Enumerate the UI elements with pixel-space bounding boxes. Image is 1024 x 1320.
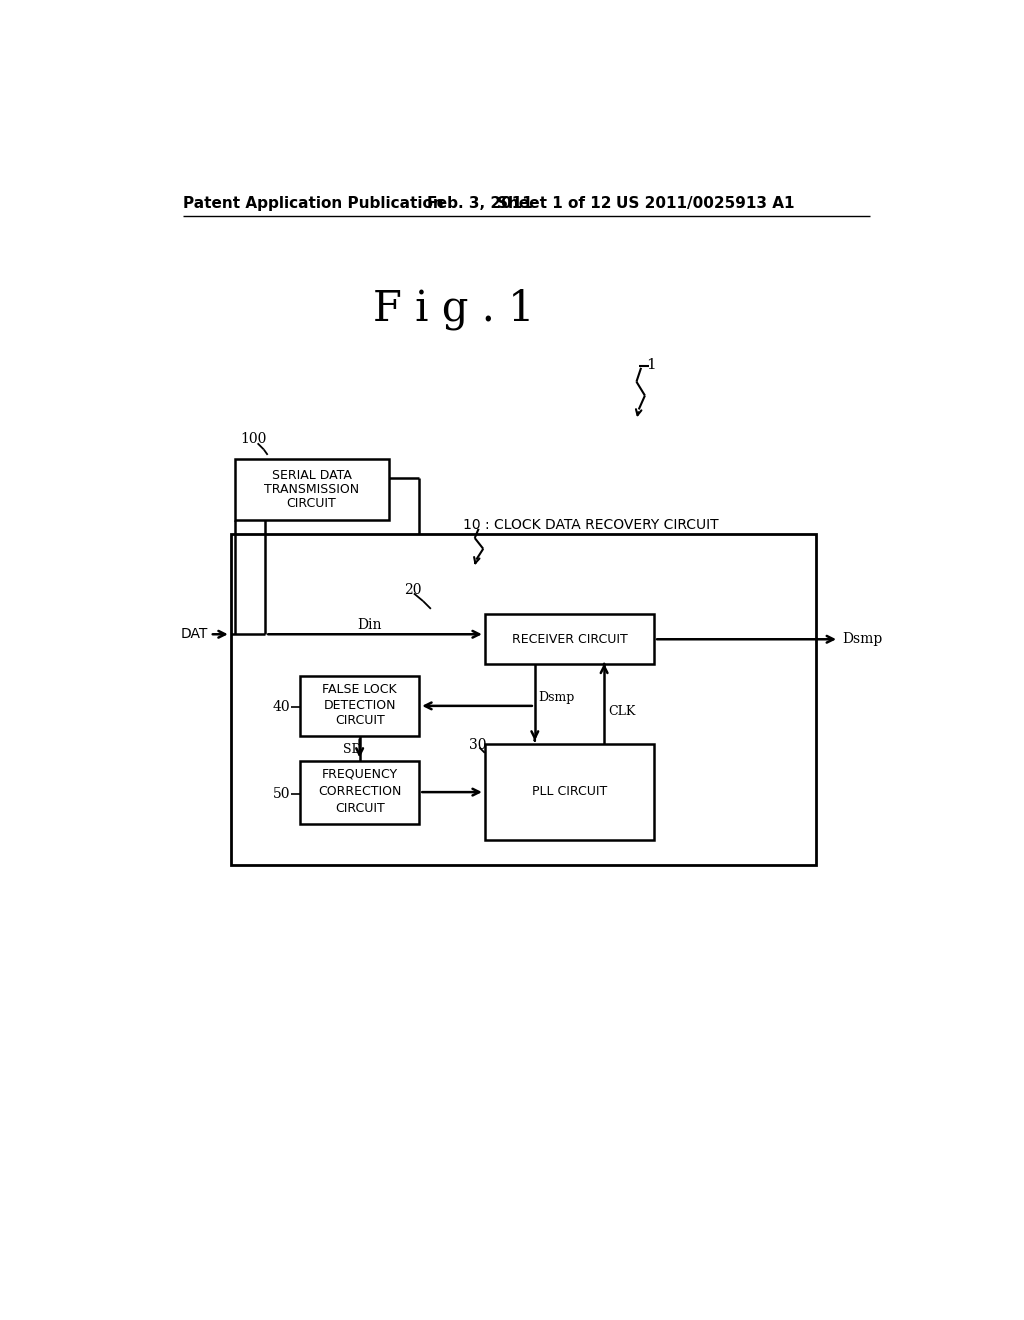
Text: 1: 1: [646, 358, 656, 372]
Text: CORRECTION: CORRECTION: [317, 785, 401, 797]
Text: F i g . 1: F i g . 1: [373, 288, 535, 330]
Text: 30: 30: [469, 738, 486, 752]
Bar: [234, 459, 388, 520]
Bar: [484, 614, 654, 664]
Text: FREQUENCY: FREQUENCY: [322, 768, 397, 781]
Text: SERIAL DATA: SERIAL DATA: [271, 469, 351, 482]
Bar: [300, 676, 419, 737]
Text: CIRCUIT: CIRCUIT: [335, 714, 384, 727]
Text: Dsmp: Dsmp: [842, 632, 883, 647]
Text: Patent Application Publication: Patent Application Publication: [183, 195, 443, 211]
Text: SD: SD: [343, 743, 361, 756]
Text: RECEIVER CIRCUIT: RECEIVER CIRCUIT: [512, 632, 628, 645]
Text: Feb. 3, 2011: Feb. 3, 2011: [427, 195, 532, 211]
Text: 40: 40: [272, 700, 290, 714]
Text: FALSE LOCK: FALSE LOCK: [323, 684, 397, 696]
Text: CIRCUIT: CIRCUIT: [335, 801, 384, 814]
Bar: [230, 535, 816, 866]
Text: Din: Din: [357, 618, 382, 632]
Bar: [300, 760, 419, 824]
Text: PLL CIRCUIT: PLL CIRCUIT: [531, 785, 607, 799]
Text: 100: 100: [241, 433, 267, 446]
Text: Sheet 1 of 12: Sheet 1 of 12: [497, 195, 611, 211]
Text: DETECTION: DETECTION: [324, 698, 396, 711]
Text: US 2011/0025913 A1: US 2011/0025913 A1: [615, 195, 795, 211]
Text: CLK: CLK: [608, 705, 635, 718]
Text: TRANSMISSION: TRANSMISSION: [264, 483, 359, 496]
Text: 20: 20: [403, 582, 422, 597]
Text: 50: 50: [272, 788, 290, 801]
Bar: [484, 743, 654, 840]
Text: DAT: DAT: [180, 627, 208, 642]
Text: CIRCUIT: CIRCUIT: [287, 496, 337, 510]
Text: Dsmp: Dsmp: [539, 690, 575, 704]
Text: 10 : CLOCK DATA RECOVERY CIRCUIT: 10 : CLOCK DATA RECOVERY CIRCUIT: [463, 517, 719, 532]
